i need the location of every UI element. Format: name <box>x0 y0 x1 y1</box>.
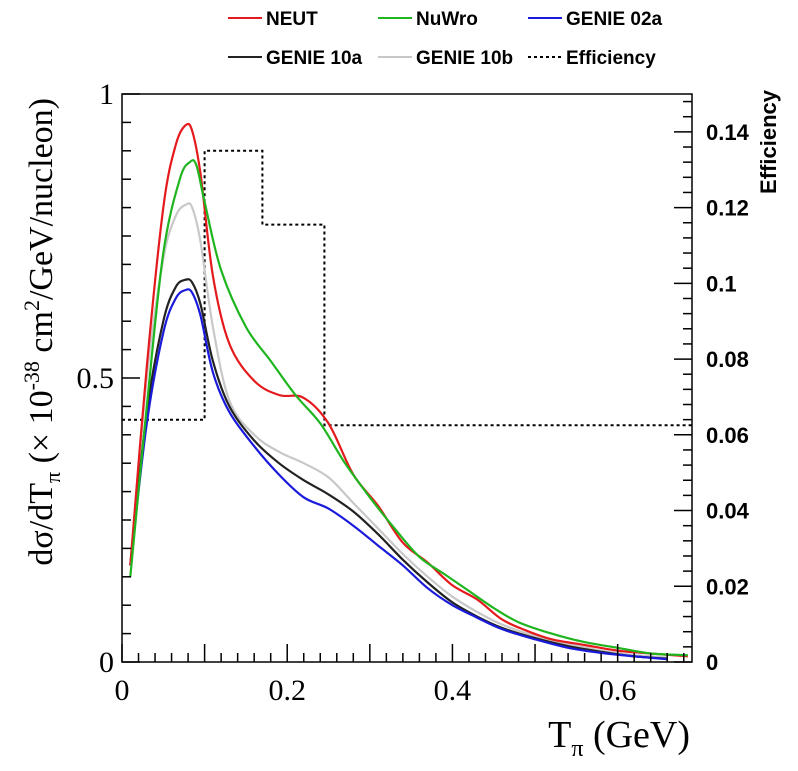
y-axis-label-mid: cm <box>23 311 60 361</box>
series-line-nuwro <box>129 159 688 657</box>
y2-tick-label: 0.06 <box>706 423 749 448</box>
y2-tick-label: 0.12 <box>706 196 749 221</box>
legend-entry-genie-10b: GENIE 10b <box>378 48 513 69</box>
series-line-genie-10a <box>129 278 668 660</box>
x-ticks: 0 0.2 0.4 0.6 <box>115 644 685 707</box>
x-tick-label: 0 <box>115 674 130 707</box>
legend: NEUT NuWro GENIE 02a GENIE 10a GENIE 10b… <box>228 9 663 69</box>
plot-area <box>122 122 692 661</box>
y-axis-label: dσ/dTπ (× 10-38 cm2/GeV/nucleon) <box>19 98 65 566</box>
legend-label-efficiency: Efficiency <box>566 48 656 69</box>
y-axis-label-exp2: 2 <box>19 300 44 311</box>
y2-ticks: 0 0.02 0.04 0.06 0.08 0.1 0.12 0.14 <box>674 100 750 675</box>
legend-entry-nuwro: NuWro <box>378 9 478 30</box>
y-axis-label-post: /GeV/nucleon) <box>23 98 60 300</box>
y2-axis-label: Efficiency <box>756 89 781 194</box>
x-axis-label-main: T <box>548 714 571 756</box>
x-tick-label: 0.2 <box>268 674 306 707</box>
x-axis-label-unit: (GeV) <box>583 714 690 756</box>
series-line-genie-02a <box>129 288 668 661</box>
y2-tick-label: 0 <box>706 650 718 675</box>
y-ticks: 00.51 <box>77 78 140 679</box>
y2-tick-label: 0.1 <box>706 271 737 296</box>
legend-entry-efficiency: Efficiency <box>528 48 656 69</box>
y-axis-label-exp: -38 <box>19 361 44 390</box>
y-tick-label: 0 <box>99 646 114 679</box>
y-tick-label: 0.5 <box>77 362 115 395</box>
legend-label-nuwro: NuWro <box>416 9 478 30</box>
x-tick-label: 0.4 <box>434 674 472 707</box>
y-axis-label-pre: dσ/dT <box>23 483 60 566</box>
legend-label-neut: NEUT <box>266 9 318 30</box>
y2-tick-label: 0.02 <box>706 574 749 599</box>
series-line-neut <box>129 122 688 658</box>
x-tick-label: 0.6 <box>599 674 637 707</box>
y2-tick-label: 0.08 <box>706 347 749 372</box>
series-line-genie-10b <box>129 202 668 659</box>
legend-label-genie-02a: GENIE 02a <box>566 9 663 30</box>
legend-label-genie-10b: GENIE 10b <box>416 48 513 69</box>
legend-entry-genie-02a: GENIE 02a <box>528 9 663 30</box>
x-axis-label: Tπ (GeV) <box>548 714 690 762</box>
y2-tick-label: 0.14 <box>706 120 750 145</box>
y-axis-label-sub: π <box>40 472 65 483</box>
legend-entry-neut: NEUT <box>228 9 318 30</box>
legend-entry-genie-10a: GENIE 10a <box>228 48 363 69</box>
plot-frame <box>121 93 693 663</box>
x-axis-label-sub: π <box>571 736 583 762</box>
y-tick-label: 1 <box>99 78 114 111</box>
y2-tick-label: 0.04 <box>706 499 750 524</box>
legend-label-genie-10a: GENIE 10a <box>266 48 363 69</box>
efficiency-step-line <box>122 149 692 427</box>
y-axis-label-open: (× 10 <box>23 390 60 472</box>
